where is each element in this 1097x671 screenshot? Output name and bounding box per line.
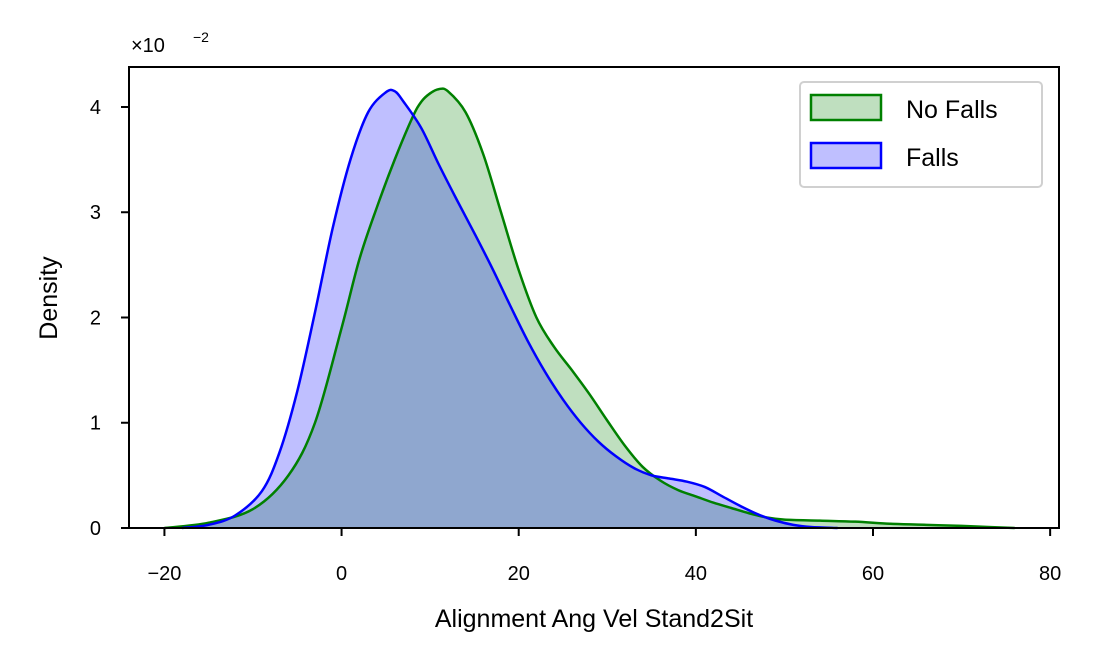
y-multiplier-label: ×10 [131,35,165,57]
y-tick-label: 4 [90,97,101,119]
y-tick-label: 0 [90,518,101,540]
x-axis-title: Alignment Ang Vel Stand2Sit [435,605,753,633]
legend-swatch-no-falls [811,95,881,120]
x-tick-label: 40 [685,563,707,585]
y-axis-title: Density [35,256,63,340]
legend: No Falls Falls [800,82,1042,187]
y-multiplier: ×10 −2 [131,29,209,57]
y-axis: 0 1 2 3 4 [90,97,129,540]
x-tick-label: 20 [508,563,530,585]
x-axis: −20 0 20 40 60 80 [147,528,1061,585]
y-tick-label: 2 [90,307,101,329]
x-tick-label: 60 [862,563,884,585]
series-area-falls [182,90,837,528]
y-multiplier-exponent: −2 [193,29,209,45]
legend-swatch-falls [811,143,881,168]
x-tick-label: 0 [336,563,347,585]
x-tick-label: −20 [147,563,181,585]
x-tick-label: 80 [1039,563,1061,585]
legend-label-no-falls: No Falls [906,96,998,124]
legend-label-falls: Falls [906,144,959,172]
y-tick-label: 3 [90,202,101,224]
y-tick-label: 1 [90,413,101,435]
